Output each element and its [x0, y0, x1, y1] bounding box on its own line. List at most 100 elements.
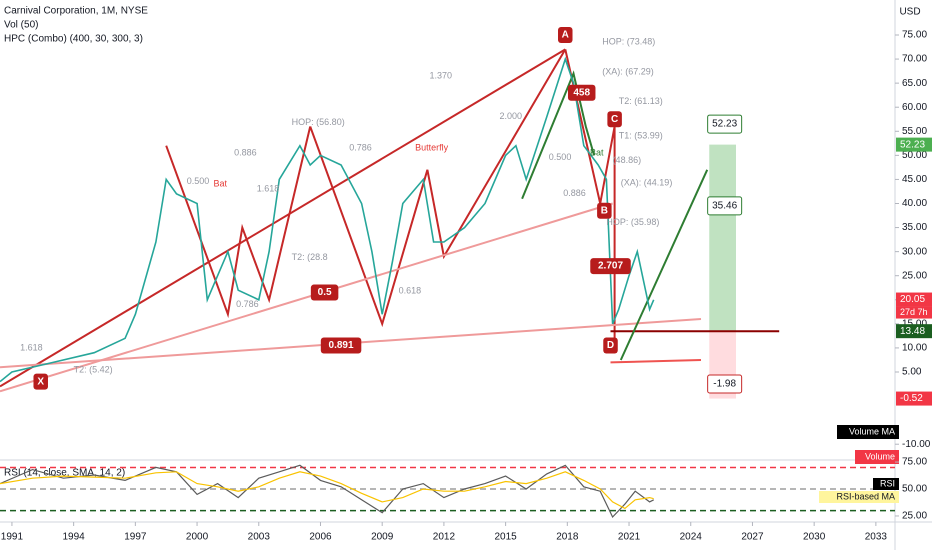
fib-label: HOP: (73.48)	[602, 37, 655, 47]
fib-label: 1.618	[20, 342, 43, 352]
fib-label: 2.000	[499, 111, 522, 121]
pattern-point-label: 458	[573, 87, 590, 98]
y-tick-label: 60.00	[902, 102, 927, 113]
series-line	[0, 471, 654, 510]
price-label-box	[896, 324, 932, 339]
pattern-point	[310, 284, 339, 301]
callout-box	[707, 196, 743, 216]
x-tick-label: 2018	[556, 532, 579, 543]
y-tick-label: 55.00	[902, 126, 927, 137]
callout-box	[707, 374, 743, 394]
pattern-point	[320, 337, 362, 354]
fib-label: 0.786	[236, 299, 259, 309]
x-tick-label: 2027	[741, 532, 764, 543]
price-label-box	[896, 292, 932, 307]
x-tick-label: 1991	[1, 532, 24, 543]
pattern-point-label: 2.707	[598, 261, 623, 272]
fib-label: 0.886	[234, 147, 257, 157]
countdown: 27d 7h	[900, 307, 928, 317]
fib-label: T2: (5.42)	[74, 364, 113, 374]
y-tick-label: 75.00	[902, 457, 927, 468]
pattern-point-label: C	[611, 114, 618, 125]
chart-title: Carnival Corporation, 1M, NYSE	[4, 6, 148, 17]
x-tick-label: 2003	[248, 532, 271, 543]
y-tick-label: 50.00	[902, 150, 927, 161]
legend-label: RSI	[880, 478, 895, 488]
price-label-box	[896, 391, 932, 406]
subtitle: HPC (Combo) (400, 30, 300, 3)	[4, 34, 143, 45]
pattern-point	[597, 202, 612, 219]
pattern-point-label: D	[607, 340, 614, 351]
x-tick-label: 2033	[865, 532, 888, 543]
x-tick-label: 2021	[618, 532, 641, 543]
x-tick-label: 1997	[124, 532, 147, 543]
fib-label: 0.618	[399, 285, 422, 295]
y-tick-label: -10.00	[902, 439, 931, 450]
pattern-line	[309, 48, 567, 328]
legend-box	[873, 478, 899, 490]
series-line	[0, 464, 654, 519]
callout-box	[707, 114, 743, 134]
pattern-point-label: 0.5	[318, 287, 332, 298]
y-tick-label: 5.00	[902, 367, 922, 378]
fib-label: Butterfly	[415, 143, 449, 153]
y-tick-label: 75.00	[902, 30, 927, 41]
x-tick-label: 2015	[494, 532, 517, 543]
pattern-point-label: A	[562, 30, 569, 41]
y-tick-label: 35.00	[902, 222, 927, 233]
countdown-box	[896, 306, 932, 319]
fib-label: 0.500	[187, 176, 210, 186]
legend-label: RSI-based MA	[836, 491, 895, 501]
fib-label: 0.886	[563, 188, 586, 198]
y-tick-label: 40.00	[902, 198, 927, 209]
fib-label: T1: (53.99)	[619, 131, 663, 141]
fib-label: (XA): (44.19)	[621, 178, 673, 188]
x-tick-label: 2024	[680, 532, 703, 543]
target-zone	[709, 144, 736, 332]
x-tick-label: 2006	[309, 532, 332, 543]
fib-label: Bat	[214, 179, 228, 189]
pattern-line	[619, 169, 709, 361]
y-tick-label: 15.00	[902, 318, 927, 329]
pattern-point	[567, 84, 596, 101]
y-tick-label: 45.00	[902, 174, 927, 185]
fib-label: 1.370	[430, 70, 453, 80]
fib-label: 0.786	[349, 143, 372, 153]
callout-label: 52.23	[712, 119, 737, 130]
pattern-point-label: 0.891	[329, 340, 354, 351]
legend-box	[819, 491, 899, 503]
currency: USD	[899, 7, 920, 18]
pane-label: Volume MA	[849, 426, 895, 436]
series-line	[0, 56, 655, 383]
fib-label: T2: (61.13)	[619, 96, 663, 106]
fib-label: Bat	[590, 147, 604, 157]
pattern-point	[590, 258, 631, 275]
pattern-point	[33, 373, 48, 390]
y-tick-label: 30.00	[902, 246, 927, 257]
y-tick-label: 25.00	[902, 270, 927, 281]
price-label-box	[896, 137, 932, 152]
price-label: 52.23	[900, 139, 925, 150]
x-tick-label: 2009	[371, 532, 394, 543]
rsi-title: RSI (14, close, SMA, 14, 2)	[4, 468, 125, 479]
x-tick-label: 1994	[63, 532, 86, 543]
y-tick-label: 25.00	[902, 511, 927, 522]
y-tick-label: 70.00	[902, 54, 927, 65]
pattern-point	[603, 337, 618, 354]
fib-label: 1.618	[257, 183, 280, 193]
fib-label: HOP: (56.80)	[292, 117, 345, 127]
x-tick-label: 2012	[433, 532, 456, 543]
subtitle: Vol (50)	[4, 20, 38, 31]
x-tick-label: 2000	[186, 532, 209, 543]
x-tick-label: 2030	[803, 532, 826, 543]
pane-label: Volume	[865, 451, 895, 461]
y-tick-label: 50.00	[902, 484, 927, 495]
callout-label: -1.98	[713, 379, 736, 390]
fib-label: (48.86)	[613, 155, 642, 165]
fib-label: HOP: (35.98)	[606, 217, 659, 227]
pattern-point	[607, 111, 622, 128]
y-tick-label: 65.00	[902, 78, 927, 89]
fib-label: T2: (28.8	[292, 252, 328, 262]
